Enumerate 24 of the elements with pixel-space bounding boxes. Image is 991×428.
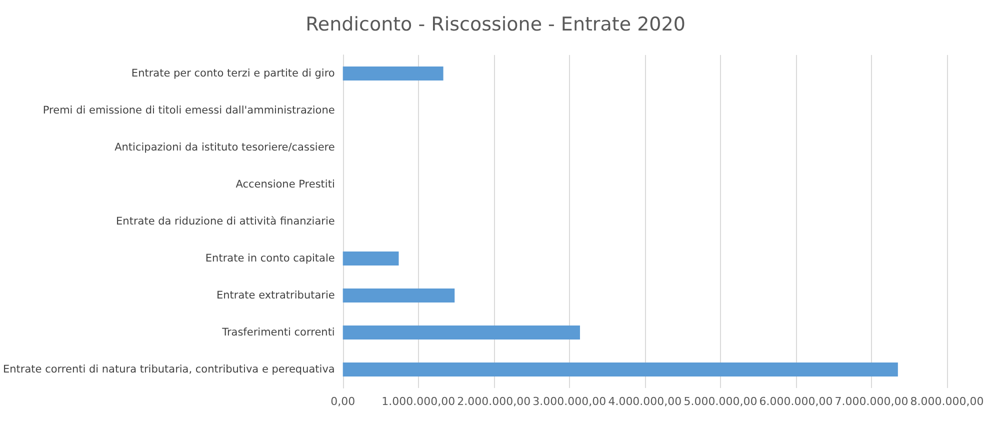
- bar: [342, 252, 399, 266]
- bar: [342, 326, 580, 340]
- x-tick-label: 6.000.000,00: [759, 395, 833, 408]
- x-tick-label: 7.000.000,00: [834, 395, 908, 408]
- y-tick-label: Anticipazioni da istituto tesoriere/cassiere: [114, 142, 335, 154]
- y-tick-label: Entrate extratributarie: [216, 290, 335, 302]
- x-tick-label: 8.000.000,00: [910, 395, 984, 408]
- bar: [342, 362, 898, 376]
- y-tick-label: Trasferimenti correnti: [221, 326, 335, 338]
- y-tick-label: Entrate da riduzione di attività finanziarie: [116, 216, 335, 228]
- chart-title: Rendiconto - Riscossione - Entrate 2020: [306, 14, 686, 36]
- bar: [342, 66, 444, 80]
- y-tick-label: Entrate per conto terzi e partite di giro: [131, 68, 335, 80]
- x-tick-label: 2.000.000,00: [457, 395, 531, 408]
- y-tick-label: Premi di emissione di titoli emessi dall'amministrazione: [42, 104, 335, 116]
- x-tick-label: 4.000.000,00: [608, 395, 682, 408]
- y-tick-label: Entrate correnti di natura tributaria, contributiva e perequativa: [3, 364, 335, 376]
- x-tick-label: 3.000.000,00: [532, 395, 606, 408]
- y-tick-label: Entrate in conto capitale: [205, 252, 335, 264]
- x-tick-label: 5.000.000,00: [684, 395, 758, 408]
- x-tick-label: 1.000.000,00: [382, 395, 456, 408]
- bar: [342, 288, 455, 302]
- x-tick-label: 0,00: [330, 395, 356, 408]
- y-tick-label: Accensione Prestiti: [236, 178, 335, 190]
